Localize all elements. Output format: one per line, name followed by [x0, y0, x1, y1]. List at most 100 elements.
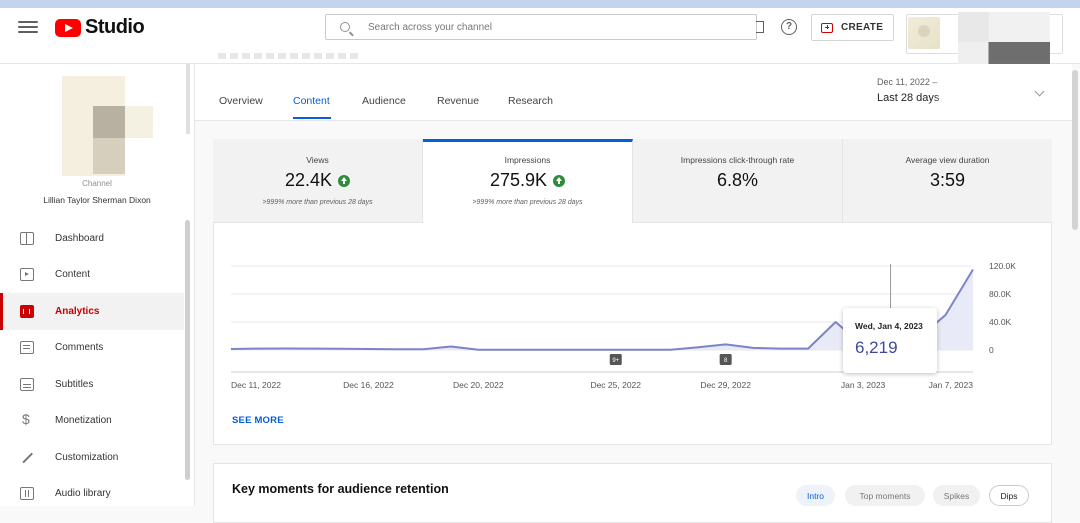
x-tick-label: Jan 7, 2023 [929, 380, 974, 390]
create-video-icon [821, 22, 833, 33]
tab-revenue[interactable]: Revenue [437, 95, 480, 107]
page-title-faded [218, 53, 358, 59]
search-box[interactable] [325, 14, 757, 40]
sidebar-item-monetization[interactable]: Monetization [0, 403, 184, 440]
chip-intro[interactable]: Intro [796, 485, 835, 506]
video-marker [609, 354, 622, 365]
chip-dips[interactable]: Dips [989, 485, 1029, 506]
y-tick-label: 40.0K [989, 317, 1012, 327]
x-tick-label: Dec 11, 2022 [231, 380, 281, 390]
metric-value: 3:59 [929, 170, 966, 190]
search-icon [340, 22, 350, 32]
trend-up-icon [553, 174, 566, 187]
channel-label: Channel [82, 179, 112, 188]
sidebar-item-label: Comments [55, 342, 104, 354]
comments-icon [20, 341, 34, 355]
account-avatar[interactable] [908, 17, 940, 49]
dashboard-icon [20, 231, 34, 245]
date-period-text: Last 28 days [877, 92, 940, 104]
analytics-icon [20, 304, 34, 318]
sidebar-item-content[interactable]: Content [0, 257, 184, 294]
sidebar-item-analytics[interactable]: Analytics [0, 293, 184, 330]
impressions-chart[interactable]: 120.0K 80.0K 40.0K 0 Dec 11, 2022 Dec 16, 202… [213, 240, 1033, 400]
main-scrollbar[interactable] [1072, 70, 1078, 230]
chip-top-moments[interactable]: Top moments [845, 485, 925, 506]
sidebar-collapse-edge [186, 64, 190, 134]
sidebar-item-customization[interactable]: Customization [0, 439, 184, 476]
create-label: CREATE [841, 22, 884, 33]
metric-title: Average view duration [905, 155, 990, 165]
x-tick-label: Dec 29, 2022 [700, 380, 751, 390]
audio-library-icon [20, 487, 34, 501]
sidebar-scrollbar[interactable] [185, 220, 190, 480]
redacted-area [989, 12, 1050, 42]
metric-comparison: >999% more than previous 28 days [262, 199, 373, 206]
x-tick-label: Dec 20, 2022 [453, 380, 504, 390]
sidebar-item-label: Subtitles [55, 378, 94, 390]
metric-value: 275.9K [489, 170, 548, 190]
metric-impressions[interactable]: Impressions 275.9K >999% more than previ… [423, 139, 633, 223]
x-tick-label: Jan 3, 2023 [841, 380, 886, 390]
x-tick-label: Dec 16, 2022 [343, 380, 394, 390]
content-icon [20, 268, 34, 282]
chip-spikes[interactable]: Spikes [933, 485, 980, 506]
redacted-area [958, 12, 989, 42]
metric-value: 6.8% [716, 170, 759, 190]
metric-title: Impressions click-through rate [680, 155, 795, 165]
chart-tooltip: Wed, Jan 4, 2023 6,219 [843, 308, 937, 373]
create-button[interactable]: CREATE [811, 14, 894, 41]
search-input[interactable] [366, 20, 730, 34]
sidebar-item-label: Dashboard [55, 232, 104, 244]
sidebar-nav: Dashboard Content Analytics Comments Sub… [0, 220, 184, 512]
sidebar-item-label: Analytics [55, 305, 100, 317]
sidebar-item-subtitles[interactable]: Subtitles [0, 366, 184, 403]
sidebar-item-audio-library[interactable]: Audio library [0, 476, 184, 513]
sidebar-item-label: Content [55, 269, 91, 281]
video-marker-label: 8 [724, 358, 728, 364]
x-tick-label: Dec 25, 2022 [590, 380, 641, 390]
channel-name: Lillian Taylor Sherman Dixon [43, 195, 151, 205]
sidebar-item-label: Monetization [55, 415, 112, 427]
video-marker-label: 9+ [612, 358, 619, 364]
metric-views[interactable]: Views 22.4K >999% more than previous 28 … [213, 139, 423, 223]
key-moments-title: Key moments for audience retention [232, 482, 449, 496]
metric-avg-view-duration[interactable]: Average view duration 3:59 [843, 139, 1052, 223]
tab-overview[interactable]: Overview [219, 95, 263, 107]
tab-content[interactable]: Content [293, 95, 330, 107]
overlay-blank [948, 74, 1072, 108]
help-icon[interactable]: ? [781, 19, 797, 35]
tab-audience[interactable]: Audience [362, 95, 406, 107]
see-more-link[interactable]: SEE MORE [232, 415, 284, 426]
analytics-header [195, 64, 1072, 121]
sidebar-item-dashboard[interactable]: Dashboard [0, 220, 184, 257]
y-tick-label: 120.0K [989, 261, 1016, 271]
monetization-icon [20, 411, 34, 427]
metric-comparison: >999% more than previous 28 days [472, 199, 583, 206]
active-tab-indicator [293, 117, 331, 119]
customization-icon [20, 451, 34, 464]
date-range-picker[interactable]: Dec 11, 2022 – Last 28 days [877, 77, 939, 104]
metric-ctr[interactable]: Impressions click-through rate 6.8% [633, 139, 843, 223]
channel-avatar-blur [125, 106, 153, 136]
video-marker [719, 354, 732, 365]
subtitles-icon [20, 377, 34, 391]
metric-title: Impressions [504, 155, 551, 165]
channel-avatar[interactable] [62, 76, 153, 176]
sidebar-item-label: Audio library [55, 488, 111, 500]
y-tick-label: 0 [989, 345, 994, 355]
metric-title: Views [306, 155, 329, 165]
trend-up-icon [338, 174, 351, 187]
sidebar: Channel Lillian Taylor Sherman Dixon Das… [0, 64, 195, 506]
tab-research[interactable]: Research [508, 95, 553, 107]
y-tick-label: 80.0K [989, 289, 1012, 299]
tooltip-date: Wed, Jan 4, 2023 [855, 321, 923, 331]
tooltip-value: 6,219 [855, 338, 898, 357]
metric-value: 22.4K [284, 170, 333, 190]
youtube-logo-icon [55, 18, 81, 37]
studio-logo[interactable]: Studio [55, 16, 145, 39]
hamburger-menu-icon[interactable] [18, 18, 38, 36]
date-range-text: Dec 11, 2022 – [877, 77, 938, 87]
sidebar-item-comments[interactable]: Comments [0, 330, 184, 367]
filter-icon[interactable] [756, 21, 764, 33]
logo-text: Studio [85, 16, 145, 38]
